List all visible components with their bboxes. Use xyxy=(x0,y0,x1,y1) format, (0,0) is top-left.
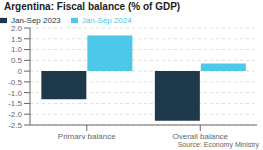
svg-text:2.0: 2.0 xyxy=(11,24,23,33)
svg-text:Primary balance: Primary balance xyxy=(58,132,116,139)
svg-text:1.0: 1.0 xyxy=(11,45,23,54)
html-text:Argentina: Fiscal balance (% o: Argentina: Fiscal balance (% of GDP) xyxy=(4,1,181,12)
svg-text:0.5: 0.5 xyxy=(11,56,23,65)
svg-text:-2.5: -2.5 xyxy=(8,121,22,130)
html-text:Source: Economy Ministry: Source: Economy Ministry xyxy=(177,141,259,148)
svg-text:-2.0: -2.0 xyxy=(8,110,22,119)
svg-text:-1.5: -1.5 xyxy=(8,99,22,108)
svg-text:-0.5: -0.5 xyxy=(8,78,22,87)
html-text:Jan-Sep 2024: Jan-Sep 2024 xyxy=(81,16,132,25)
svg-text:0: 0 xyxy=(18,67,23,76)
svg-text:1.5: 1.5 xyxy=(11,35,23,44)
svg-text:Overall balance: Overall balance xyxy=(172,132,228,139)
html-text:Jan-Sep 2023: Jan-Sep 2023 xyxy=(11,16,61,25)
svg-text:-1.0: -1.0 xyxy=(8,89,22,98)
